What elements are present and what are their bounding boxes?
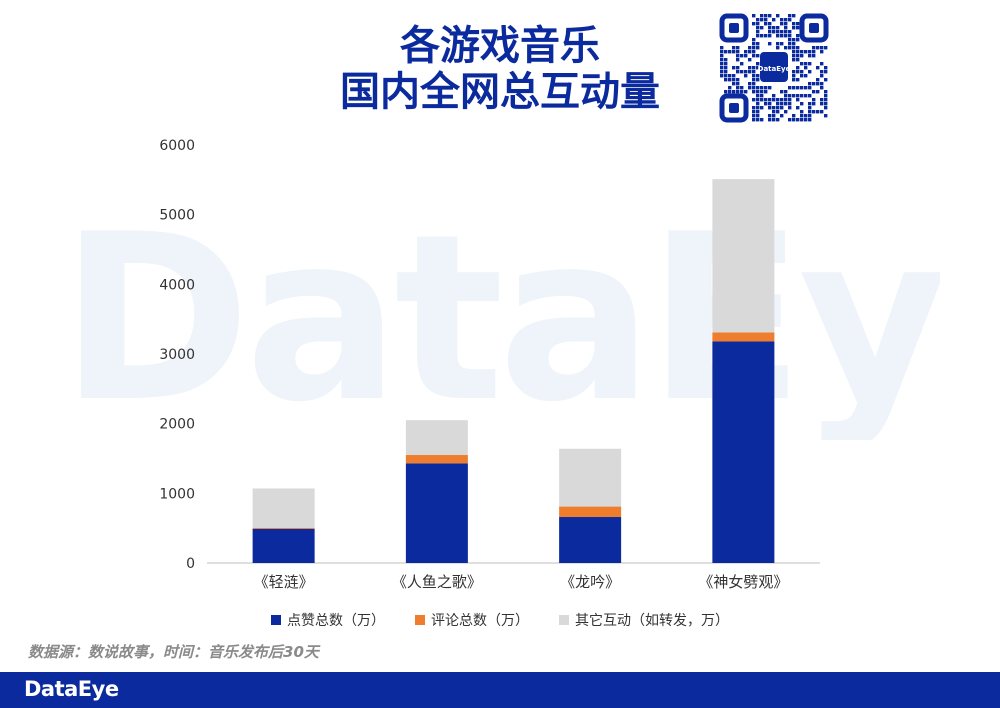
chart-title-line1: 各游戏音乐 — [400, 23, 600, 69]
y-tick-label: 5000 — [159, 208, 195, 224]
bar-segment-comments — [712, 332, 775, 342]
bar-segment-comments — [559, 506, 622, 518]
legend-label-others: 其它互动（如转发，万） — [575, 613, 729, 629]
bar-segment-others — [405, 420, 468, 456]
y-tick-label: 6000 — [159, 138, 195, 154]
legend-swatch-others — [559, 615, 569, 625]
bar-segment-likes — [405, 463, 468, 563]
y-tick-label: 1000 — [159, 486, 195, 502]
legend-label-comments: 评论总数（万） — [431, 613, 529, 629]
bar-segment-others — [559, 448, 622, 507]
y-tick-label: 4000 — [159, 277, 195, 293]
x-tick-label: 《神女劈观》 — [698, 573, 788, 591]
legend-label-likes: 点赞总数（万） — [287, 613, 385, 629]
bar-segment-likes — [252, 528, 315, 563]
qr-code: DataEye — [718, 12, 830, 124]
footer-bar: DataEye — [0, 672, 1000, 708]
legend-swatch-comments — [415, 615, 425, 625]
y-tick-label: 2000 — [159, 417, 195, 433]
chart-legend: 点赞总数（万） 评论总数（万） 其它互动（如转发，万） — [0, 610, 1000, 630]
footer-logo: DataEye — [24, 677, 119, 701]
qr-logo-text: DataEye — [758, 65, 791, 73]
bar-segment-comments — [252, 527, 315, 529]
watermark: DataEye — [60, 200, 940, 440]
bar-segment-likes — [712, 341, 775, 563]
x-tick-label: 《龙吟》 — [560, 573, 620, 591]
chart-title-line2: 国内全网总互动量 — [340, 69, 660, 115]
y-tick-label: 0 — [186, 556, 195, 572]
bar-segment-others — [712, 179, 775, 333]
stacked-bar-chart: 0 1000 2000 3000 4000 5000 6000 《轻涟》 《人鱼之歌》 《龙吟》 《… — [159, 138, 820, 591]
bar-segment-likes — [559, 517, 622, 563]
data-source-note: 数据源：数说故事，时间：音乐发布后30天 — [28, 643, 319, 661]
y-tick-label: 3000 — [159, 347, 195, 363]
legend-item-comments: 评论总数（万） — [415, 610, 529, 630]
bar-segment-others — [252, 488, 315, 528]
x-tick-label: 《人鱼之歌》 — [392, 573, 482, 591]
legend-item-likes: 点赞总数（万） — [271, 610, 385, 630]
legend-swatch-likes — [271, 615, 281, 625]
legend-item-others: 其它互动（如转发，万） — [559, 610, 729, 630]
x-tick-label: 《轻涟》 — [254, 573, 314, 591]
bar-segment-comments — [405, 455, 468, 464]
